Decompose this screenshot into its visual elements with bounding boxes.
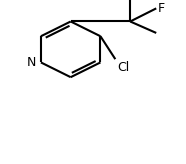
Text: N: N [27,56,36,69]
Text: F: F [158,2,165,15]
Text: Cl: Cl [117,61,129,74]
